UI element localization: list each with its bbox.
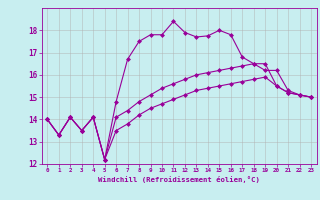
X-axis label: Windchill (Refroidissement éolien,°C): Windchill (Refroidissement éolien,°C)	[98, 176, 260, 183]
